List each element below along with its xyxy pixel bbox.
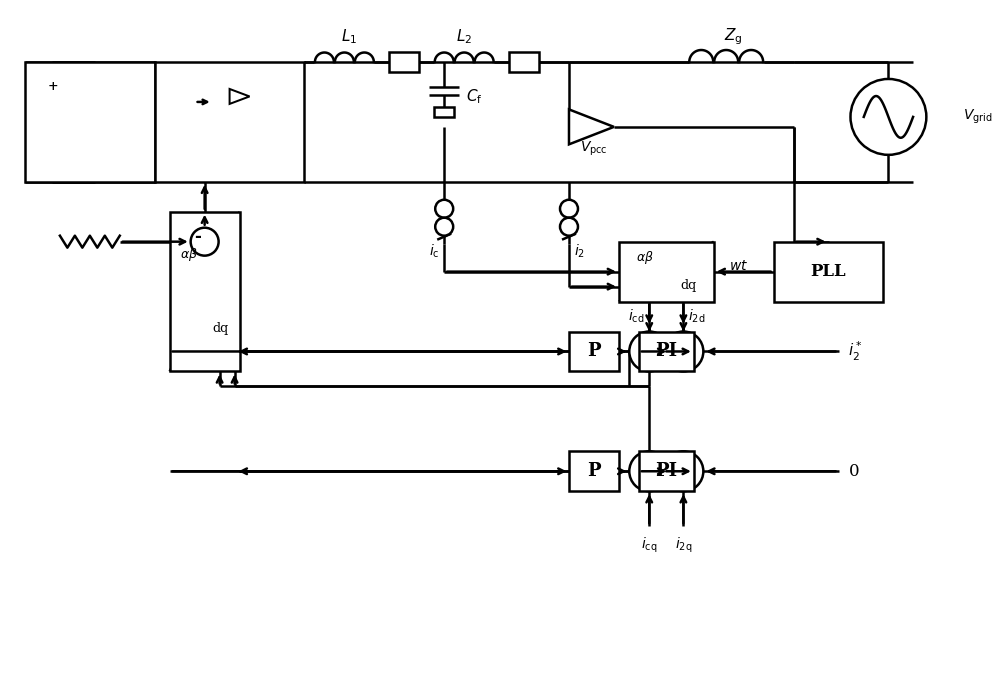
Polygon shape: [230, 89, 250, 104]
Bar: [25, 62, 155, 182]
Text: $i_\mathrm{cq}$: $i_\mathrm{cq}$: [641, 536, 657, 555]
Polygon shape: [569, 109, 614, 144]
Text: $\alpha\beta$: $\alpha\beta$: [180, 247, 197, 264]
Text: $i_2^*$: $i_2^*$: [848, 340, 863, 363]
Text: $\alpha\beta$: $\alpha\beta$: [636, 249, 653, 266]
Bar: [434, 107, 454, 117]
Circle shape: [850, 79, 926, 155]
Text: 0: 0: [848, 463, 859, 479]
Text: $i_\mathrm{2q}$: $i_\mathrm{2q}$: [675, 536, 692, 555]
Text: P: P: [588, 462, 601, 480]
Bar: [619, 242, 714, 302]
Text: $i_\mathrm{c}$: $i_\mathrm{c}$: [429, 243, 439, 260]
Text: $C_\mathrm{f}$: $C_\mathrm{f}$: [466, 87, 483, 107]
Bar: [639, 451, 694, 491]
Circle shape: [191, 227, 219, 255]
Bar: [774, 242, 883, 302]
Text: $i_2$: $i_2$: [574, 243, 585, 260]
Bar: [155, 62, 304, 182]
Text: $i_\mathrm{2d}$: $i_\mathrm{2d}$: [688, 308, 706, 325]
Text: P: P: [588, 342, 601, 361]
Bar: [569, 451, 619, 491]
Text: $L_1$: $L_1$: [341, 28, 357, 46]
Text: dq: dq: [680, 279, 696, 292]
Bar: [170, 212, 240, 372]
Bar: [509, 52, 539, 72]
Text: $wt$: $wt$: [729, 259, 748, 273]
Text: $i_\mathrm{cd}$: $i_\mathrm{cd}$: [628, 308, 644, 325]
Bar: [569, 331, 619, 372]
Text: $Z_\mathrm{g}$: $Z_\mathrm{g}$: [724, 27, 743, 47]
Text: dq: dq: [213, 322, 229, 335]
Text: PI: PI: [655, 462, 677, 480]
Text: -: -: [194, 228, 201, 245]
Text: PLL: PLL: [811, 263, 846, 280]
Circle shape: [629, 331, 669, 372]
Circle shape: [435, 218, 453, 236]
Circle shape: [560, 199, 578, 218]
Circle shape: [663, 451, 703, 491]
Circle shape: [560, 218, 578, 236]
Circle shape: [435, 199, 453, 218]
Bar: [389, 52, 419, 72]
Text: $V_\mathrm{grid}$: $V_\mathrm{grid}$: [963, 108, 993, 126]
Circle shape: [629, 451, 669, 491]
Text: $V_\mathrm{pcc}$: $V_\mathrm{pcc}$: [580, 140, 608, 158]
Text: $L_2$: $L_2$: [456, 28, 472, 46]
Text: PI: PI: [655, 342, 677, 361]
Circle shape: [663, 331, 703, 372]
Bar: [639, 331, 694, 372]
Text: +: +: [48, 81, 58, 94]
